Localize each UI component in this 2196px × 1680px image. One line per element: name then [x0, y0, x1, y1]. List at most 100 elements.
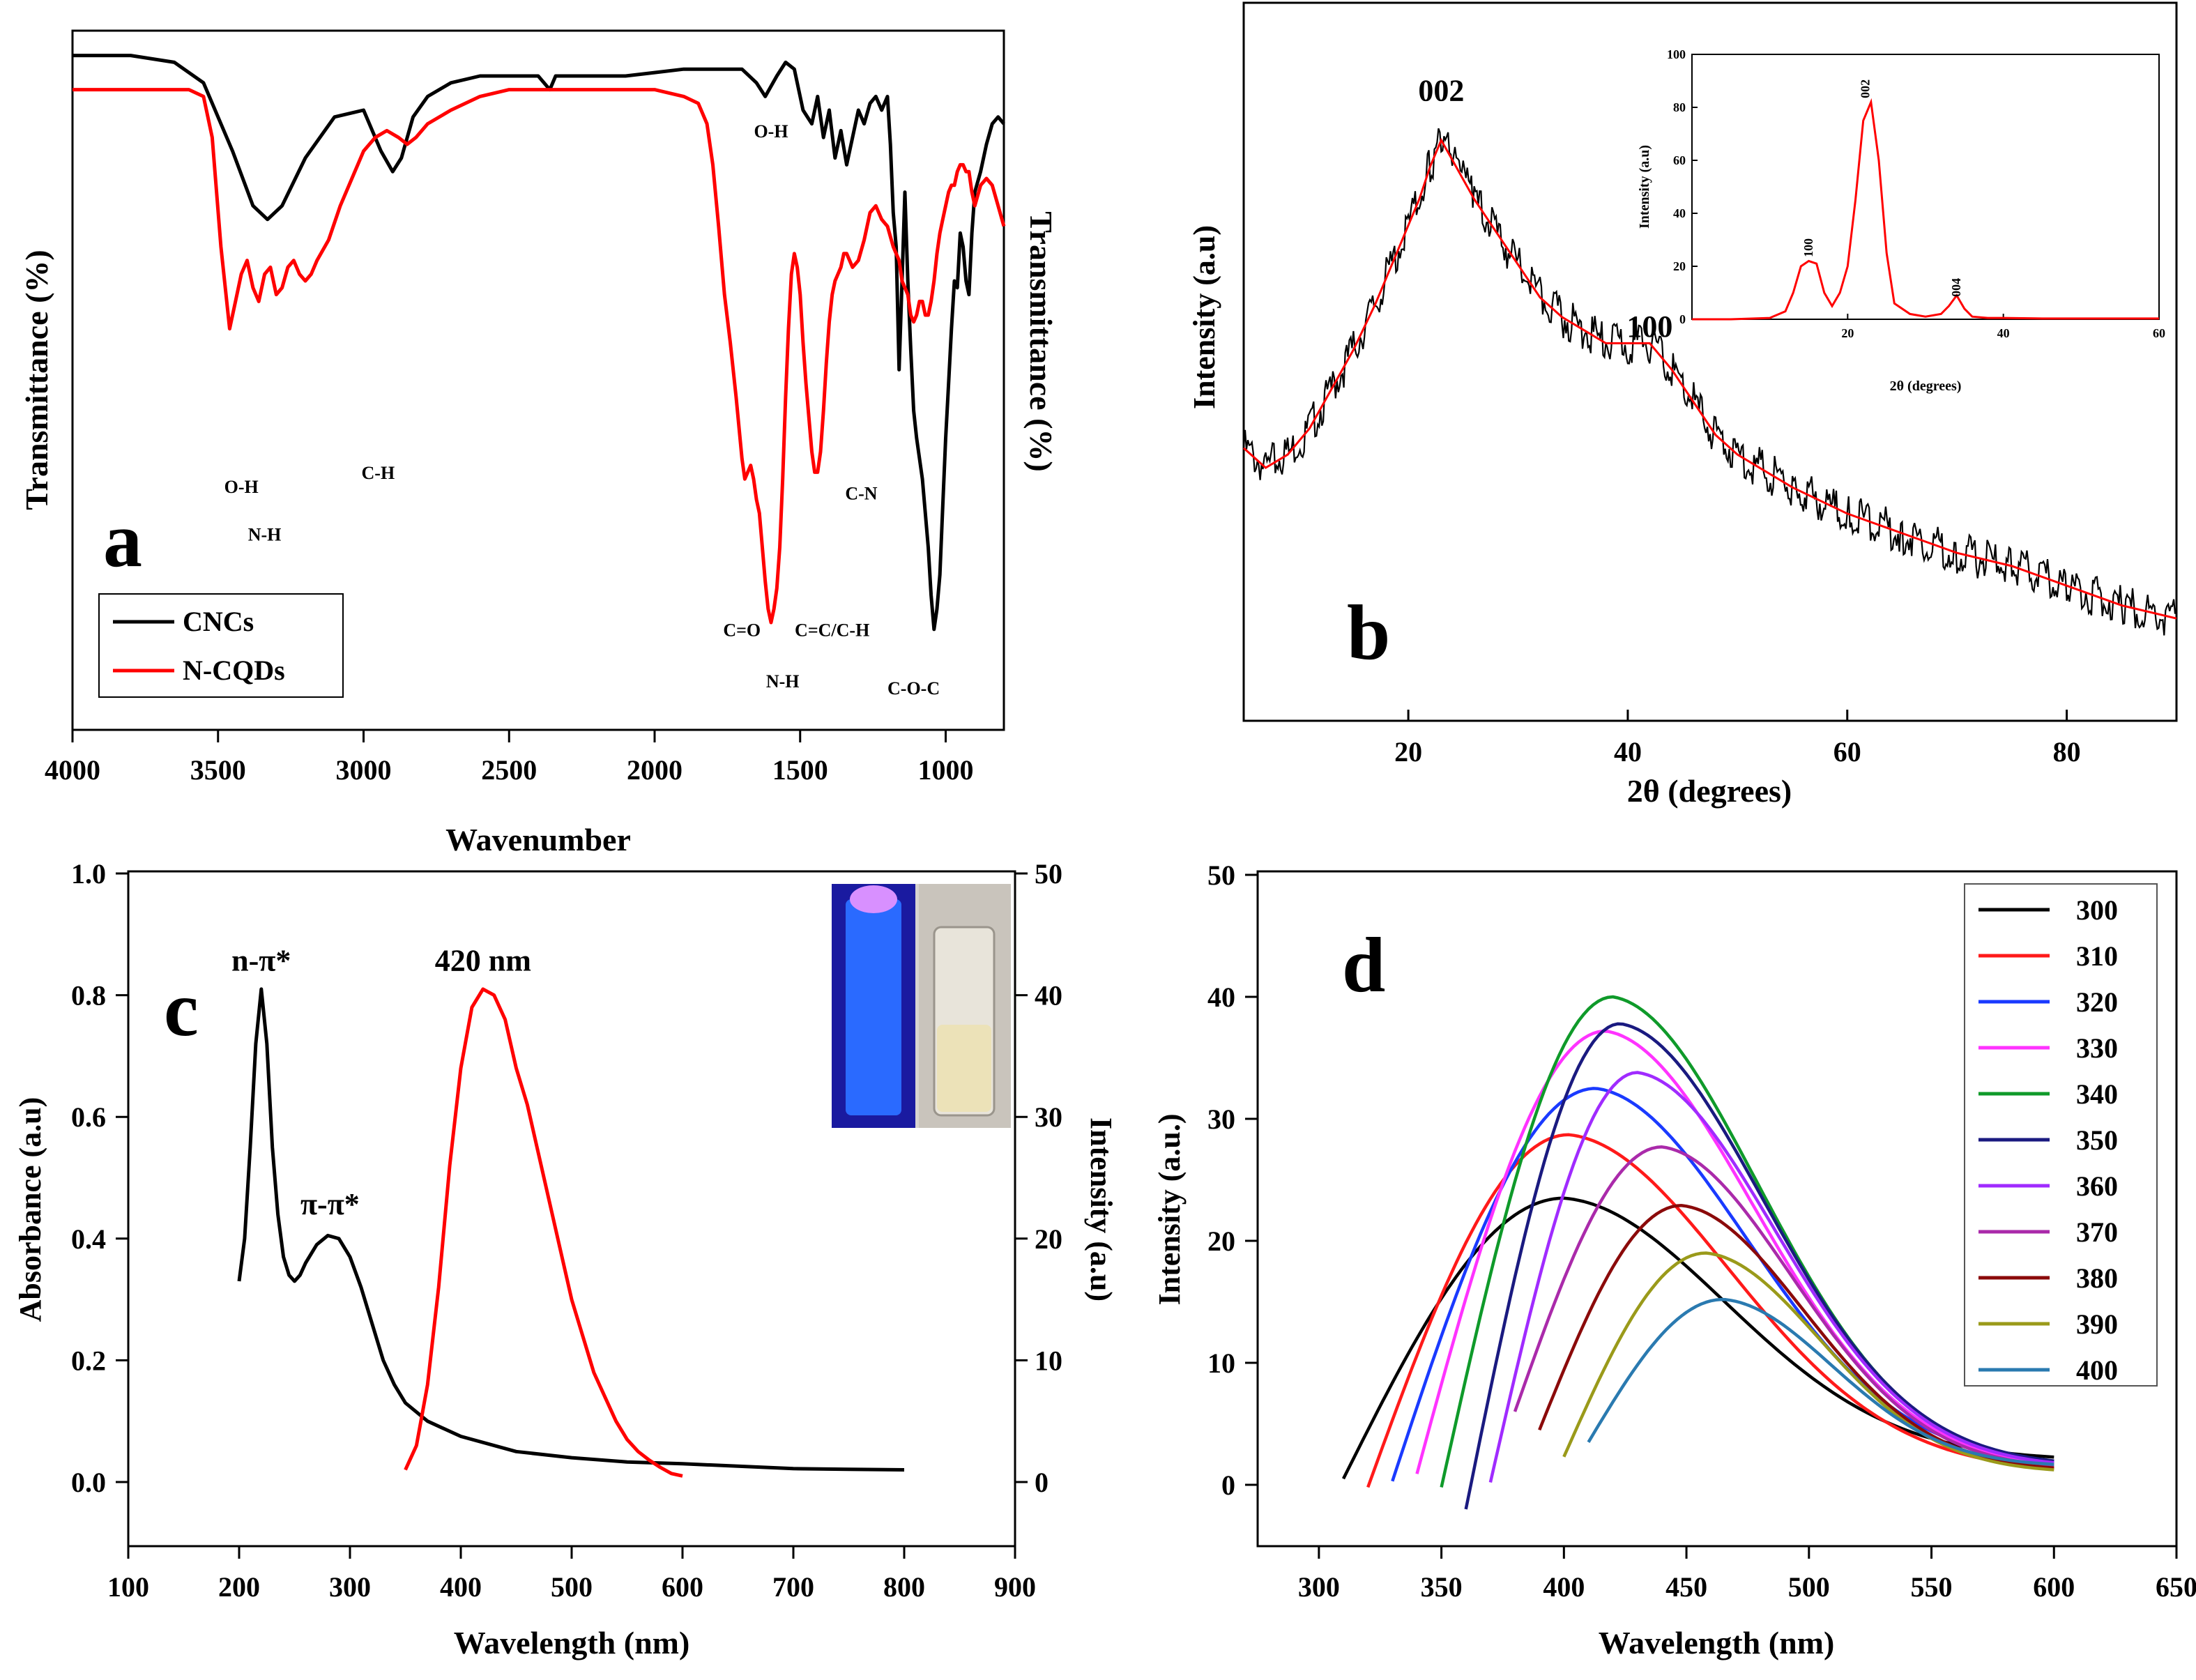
panel-a-ylabel-left: Transmittance (%) [19, 250, 54, 510]
panel-c-ylabel-left: Absorbance (a.u) [13, 1097, 47, 1322]
legend-box [98, 593, 344, 698]
x-tick-label: 900 [994, 1571, 1036, 1603]
x-tick-label: 1500 [772, 754, 828, 786]
vial-uv-cap [850, 885, 897, 913]
x-tick-label: 60 [1833, 736, 1861, 768]
panel-c-letter: c [164, 966, 199, 1053]
panel-a-annotations: O-H N-H C-H O-H C-N C=O N-H C=C/C-H C-O-C [224, 121, 940, 698]
panel-b-xlabel: 2θ (degrees) [1627, 773, 1792, 809]
series-line-310 [1366, 1133, 2054, 1488]
panel-b-x-ticks: 20 40 60 80 [1394, 710, 2081, 768]
panel-c-annotations: n-π* π-π* 420 nm [231, 944, 531, 1221]
inset-y-tick-label: 80 [1673, 100, 1686, 114]
x-tick-label: 40 [1614, 736, 1642, 768]
peak-annotation: π-π* [300, 1187, 360, 1221]
panel-a-legend: CNCs N-CQDs [98, 593, 344, 698]
panel-a-frame [71, 29, 1005, 731]
panel-d-letter: d [1342, 922, 1385, 1009]
peak-annotation: C-O-C [887, 678, 940, 698]
inset-y-tick-label: 60 [1673, 153, 1686, 167]
x-tick-label: 400 [440, 1571, 482, 1603]
y-tick-label: 10 [1207, 1347, 1235, 1379]
panel-b-series [1242, 128, 2177, 636]
series-line-400 [1587, 1297, 2054, 1466]
panel-d-excitation: 300 350 400 450 500 550 600 650 0 10 20 30 40 50 Wave… [1152, 860, 2196, 1660]
peak-annotation: C-N [845, 484, 877, 504]
y-tick-label-left: 0.6 [71, 1101, 106, 1133]
peak-annotation: n-π* [231, 944, 291, 978]
panel-a-ftir: 4000 3500 3000 2500 2000 1500 1000 O-HN-HC-HO-… [19, 29, 1059, 857]
peak-annotation: 420 nm [435, 944, 531, 978]
panel-c-ticks: 100 200 300 400 500 600 700 800 9000.00.20.40.60… [71, 858, 1062, 1603]
legend-label-380: 380 [2076, 1262, 2118, 1294]
legend-label-360: 360 [2076, 1170, 2118, 1202]
panel-a-letter: a [103, 497, 142, 583]
legend-label-320: 320 [2076, 986, 2118, 1018]
x-tick-label: 3500 [190, 754, 246, 786]
series-line-370 [1513, 1145, 2054, 1468]
panel-c-series [237, 987, 905, 1478]
x-tick-label: 350 [1421, 1571, 1463, 1603]
inset-peak-label: 002 [1859, 79, 1873, 98]
panel-d-ylabel: Intensity (a.u.) [1152, 1113, 1187, 1305]
y-tick-label: 50 [1207, 860, 1235, 891]
x-tick-label: 700 [772, 1571, 814, 1603]
panel-a-x-ticks: 4000 3500 3000 2500 2000 1500 1000 [45, 730, 974, 786]
panel-b-inset: 20 40 60 0 20 40 60 80 100 100 002 004 2θ (degrees… [1637, 47, 2165, 394]
vial-uv-glow [846, 899, 901, 1115]
peak-annotation: N-H [248, 524, 282, 544]
y-tick-label-right: 50 [1035, 858, 1062, 889]
panel-b-peak-labels: 002 100 [1418, 74, 1672, 344]
legend-label-310: 310 [2076, 940, 2118, 972]
panel-b-ylabel: Intensity (a.u) [1187, 225, 1221, 409]
x-tick-label: 550 [1911, 1571, 1953, 1603]
peak-annotation: N-H [766, 671, 800, 692]
panel-a-series [73, 54, 1006, 632]
x-tick-label: 4000 [45, 754, 100, 786]
x-tick-label: 3000 [336, 754, 392, 786]
y-tick-label-right: 0 [1035, 1467, 1049, 1498]
y-tick-label: 0 [1221, 1469, 1235, 1501]
x-tick-label: 800 [883, 1571, 925, 1603]
y-tick-label-left: 0.8 [71, 980, 106, 1011]
x-tick-label: 2500 [481, 754, 537, 786]
y-tick-label-right: 40 [1035, 980, 1062, 1011]
x-tick-label: 600 [662, 1571, 703, 1603]
inset-xlabel: 2θ (degrees) [1890, 379, 1962, 394]
peak-annotation: C-H [362, 463, 395, 483]
legend-label-400: 400 [2076, 1354, 2118, 1386]
inset-x-tick-label: 60 [2153, 326, 2165, 340]
series-line-emission [404, 987, 683, 1478]
inset-series [1692, 98, 2159, 321]
legend-label-ncqds: N-CQDs [183, 655, 285, 686]
peak-label: 002 [1418, 74, 1464, 108]
panel-c-xlabel: Wavelength (nm) [454, 1625, 690, 1660]
inset-peak-label: 100 [1801, 238, 1815, 257]
inset-y-tick-label: 20 [1673, 259, 1686, 273]
inset-frame [1691, 54, 2160, 320]
series-line-330 [1415, 1029, 2054, 1474]
panel-d-series [1341, 995, 2054, 1510]
x-tick-label: 300 [329, 1571, 371, 1603]
x-tick-label: 1000 [918, 754, 974, 786]
x-tick-label: 450 [1665, 1571, 1707, 1603]
vial-daylight-liquid [937, 1025, 991, 1112]
y-tick-label: 40 [1207, 982, 1235, 1013]
x-tick-label: 80 [2053, 736, 2081, 768]
y-tick-label: 20 [1207, 1225, 1235, 1257]
panel-d-ticks: 300 350 400 450 500 550 600 650 0 10 20 30 40 50 [1207, 860, 2196, 1603]
panel-c-ylabel-right: Intensity (a.u) [1084, 1117, 1118, 1301]
x-tick-label: 2000 [627, 754, 683, 786]
peak-annotation: O-H [754, 121, 788, 142]
x-tick-label: 300 [1298, 1571, 1340, 1603]
panel-a-ylabel-right: Transmittance (%) [1023, 211, 1059, 471]
inset-ticks: 20 40 60 0 20 40 60 80 100 [1667, 47, 2165, 340]
legend-label-370: 370 [2076, 1216, 2118, 1248]
y-tick-label-left: 0.0 [71, 1467, 106, 1498]
vial-photo [832, 884, 1011, 1128]
inset-ylabel: Intensity (a.u) [1637, 145, 1652, 229]
inset-x-tick-label: 40 [1997, 326, 2010, 340]
y-tick-label: 30 [1207, 1104, 1235, 1135]
x-tick-label: 400 [1543, 1571, 1585, 1603]
legend-label-340: 340 [2076, 1078, 2118, 1110]
